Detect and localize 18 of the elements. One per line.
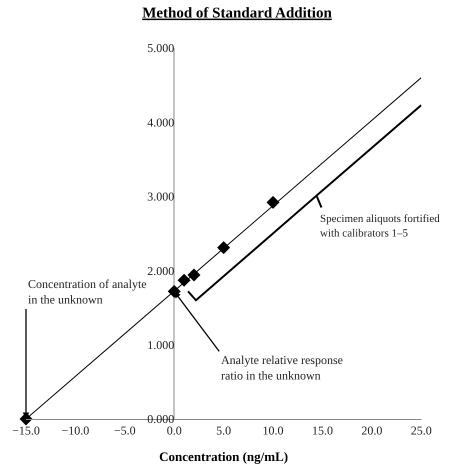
x-tick-label: 20.0 bbox=[361, 423, 382, 438]
y-tick-label: 5.000 bbox=[147, 41, 174, 56]
x-tick-label: 15.0 bbox=[312, 423, 333, 438]
annotation: Analyte relative response ratio in the unknown bbox=[221, 353, 343, 383]
y-tick-label: 2.000 bbox=[147, 264, 174, 278]
chart-title: Method of Standard Addition bbox=[142, 6, 332, 22]
annotation: Concentration of analyte in the unknown bbox=[28, 277, 147, 307]
x-tick-label: 25.0 bbox=[410, 423, 432, 438]
x-tick-label: −5.0 bbox=[114, 423, 136, 438]
x-tick-label: −10.0 bbox=[62, 423, 90, 438]
x-tick-label: −15.0 bbox=[12, 423, 40, 438]
y-tick-label: 4.000 bbox=[147, 115, 174, 130]
y-tick-label: 1.000 bbox=[147, 338, 174, 352]
annotation: Specimen aliquots fortified with calibrators 1–5 bbox=[320, 213, 440, 240]
x-tick-label: 5.0 bbox=[216, 423, 232, 438]
x-axis-title: Concentration (ng/mL) bbox=[159, 449, 288, 464]
x-tick-label: 10.0 bbox=[262, 423, 284, 438]
y-tick-label: 3.000 bbox=[147, 190, 174, 204]
